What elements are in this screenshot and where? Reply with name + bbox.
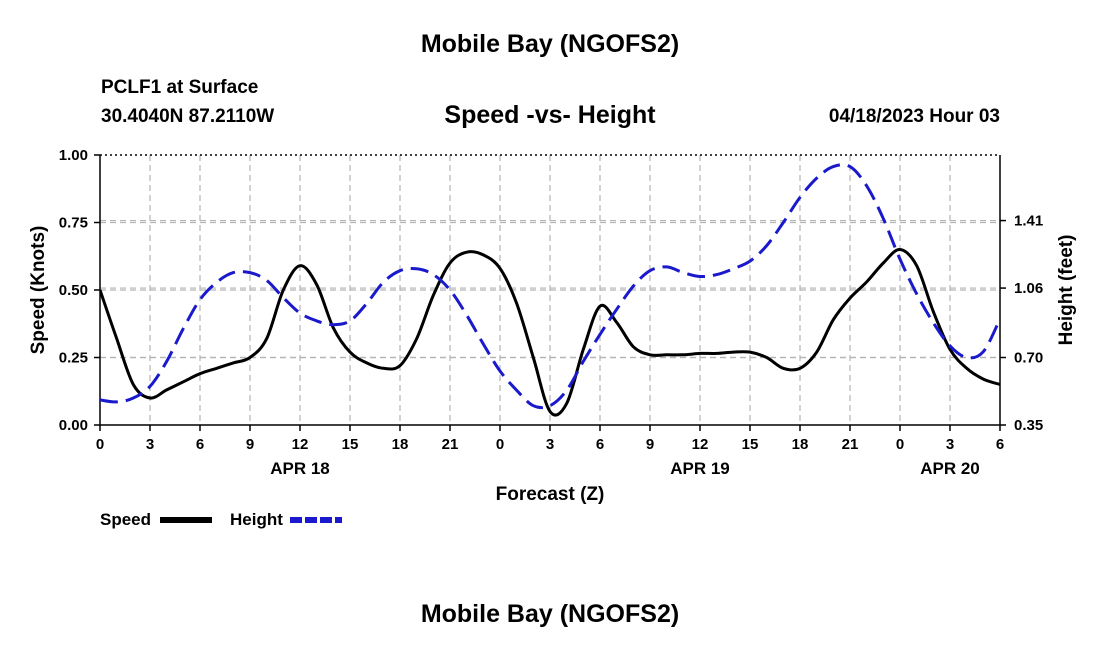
x-tick-label: 9 bbox=[246, 436, 254, 453]
x-tick-label: 3 bbox=[146, 436, 154, 453]
x-tick-label: 21 bbox=[442, 436, 459, 453]
date-label: APR 18 bbox=[270, 459, 330, 478]
x-tick-label: 9 bbox=[646, 436, 654, 453]
x-tick-label: 0 bbox=[896, 436, 904, 453]
station-coordinates: 30.4040N 87.2110W bbox=[101, 106, 275, 127]
x-tick-label: 12 bbox=[692, 436, 709, 453]
x-tick-label: 15 bbox=[342, 436, 359, 453]
date-label: APR 20 bbox=[920, 459, 980, 478]
series-line-speed bbox=[100, 248, 1000, 417]
y-left-tick-label: 0.25 bbox=[59, 350, 88, 367]
x-tick-label: 18 bbox=[392, 436, 409, 453]
x-tick-label: 12 bbox=[292, 436, 309, 453]
x-tick-label: 0 bbox=[496, 436, 504, 453]
y-right-tick-label: 1.41 bbox=[1014, 213, 1043, 230]
x-tick-label: 6 bbox=[596, 436, 604, 453]
x-tick-label: 15 bbox=[742, 436, 759, 453]
station-label: PCLF1 at Surface bbox=[101, 77, 259, 98]
legend-label-speed: Speed bbox=[100, 510, 151, 529]
y-right-tick-label: 1.06 bbox=[1014, 280, 1043, 297]
y-right-axis-title: Height (feet) bbox=[1056, 235, 1077, 346]
x-tick-label: 18 bbox=[792, 436, 809, 453]
chart-subtitle: Speed -vs- Height bbox=[444, 101, 656, 129]
series-line-height bbox=[100, 163, 1000, 410]
legend-label-height: Height bbox=[230, 510, 283, 529]
x-tick-label: 6 bbox=[996, 436, 1004, 453]
y-left-tick-label: 1.00 bbox=[59, 147, 88, 164]
y-left-tick-label: 0.75 bbox=[59, 215, 88, 232]
date-label: APR 19 bbox=[670, 459, 730, 478]
y-right-tick-label: 0.35 bbox=[1014, 417, 1043, 434]
y-left-tick-label: 0.50 bbox=[59, 282, 88, 299]
y-left-tick-label: 0.00 bbox=[59, 417, 88, 434]
chart-title: Mobile Bay (NGOFS2) bbox=[420, 30, 680, 58]
second-chart-title: Mobile Bay (NGOFS2) bbox=[420, 600, 680, 628]
x-tick-label: 21 bbox=[842, 436, 859, 453]
x-axis-title: Forecast (Z) bbox=[496, 484, 605, 505]
forecast-datetime: 04/18/2023 Hour 03 bbox=[828, 106, 1000, 127]
x-tick-label: 6 bbox=[196, 436, 204, 453]
y-right-tick-label: 0.70 bbox=[1014, 350, 1043, 367]
x-tick-label: 3 bbox=[546, 436, 554, 453]
y-left-axis-title: Speed (Knots) bbox=[28, 226, 49, 355]
x-tick-label: 0 bbox=[96, 436, 104, 453]
x-tick-label: 3 bbox=[946, 436, 954, 453]
